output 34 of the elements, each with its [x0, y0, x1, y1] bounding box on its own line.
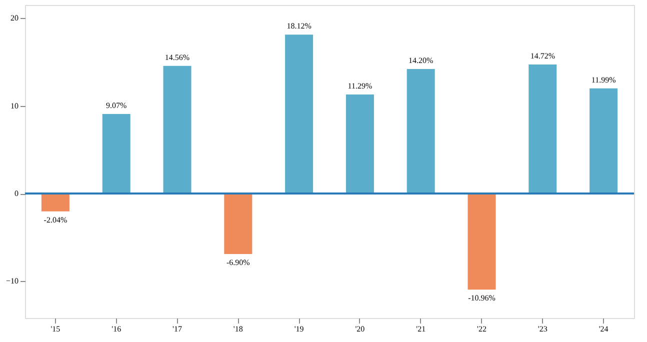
y-tick-label: −10: [6, 276, 18, 286]
bar: [41, 194, 70, 212]
data-label: -2.04%: [44, 215, 68, 224]
x-tick-label: '23: [538, 324, 548, 334]
y-tick-label: 10: [10, 101, 18, 110]
bar: [285, 34, 314, 194]
bar: [163, 66, 192, 194]
x-tick-label: '16: [112, 324, 122, 334]
x-tick-label: '22: [477, 324, 486, 334]
x-tick-label: '17: [172, 324, 182, 334]
x-tick-label: '15: [50, 324, 60, 334]
data-label: -10.96%: [468, 294, 496, 303]
x-tick-label: '19: [294, 324, 304, 334]
data-label: 11.29%: [348, 82, 372, 91]
bar: [468, 194, 496, 290]
bar: [346, 94, 374, 194]
data-label: 14.72%: [530, 51, 556, 60]
bar: [590, 88, 618, 194]
data-label: 14.56%: [164, 52, 190, 62]
y-tick-label: 20: [10, 14, 18, 23]
data-label: -6.90%: [226, 258, 250, 267]
bar: [224, 194, 252, 254]
data-label: 11.99%: [591, 75, 616, 84]
bar: [102, 114, 130, 194]
y-tick-label: 0: [14, 189, 18, 198]
data-label: 14.20%: [408, 56, 434, 66]
x-tick-label: '24: [598, 324, 608, 334]
x-tick-label: '18: [233, 324, 243, 334]
x-tick-label: '20: [355, 324, 365, 334]
bar: [528, 64, 557, 194]
data-label: 18.12%: [286, 22, 312, 31]
x-tick-label: '21: [416, 324, 426, 334]
bar: [406, 69, 435, 194]
data-label: 9.07%: [106, 100, 128, 110]
